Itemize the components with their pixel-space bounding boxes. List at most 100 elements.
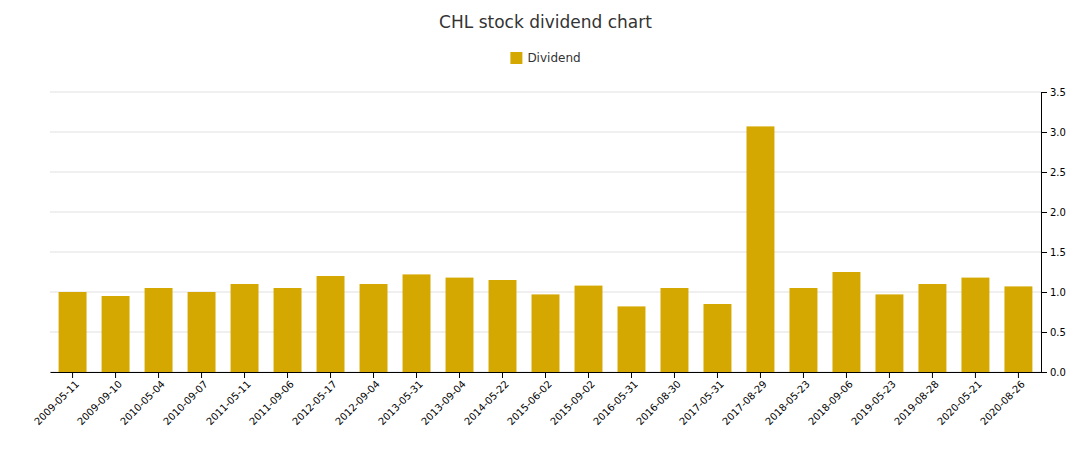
legend-swatch [510,52,522,64]
tick: 2020-08-26 [978,372,1027,427]
tick: 2020-05-21 [935,372,984,427]
tick-mark [373,372,374,378]
tick-mark [846,372,847,378]
tick-mark [1041,372,1047,373]
tick: 2015-09-02 [548,372,597,427]
tick-label: 2013-09-04 [419,378,468,427]
tick: 3.5 [1041,87,1066,98]
tick: 2012-05-17 [290,372,339,427]
bar [317,276,345,372]
tick: 2012-09-04 [333,372,382,427]
tick: 1.5 [1041,247,1066,258]
bar [575,286,603,372]
tick: 2010-05-04 [118,372,167,427]
tick-label: 2010-09-07 [161,378,210,427]
grid-line [50,172,1041,173]
tick: 2009-09-10 [75,372,124,427]
tick-mark [545,372,546,378]
bar [918,284,946,372]
tick: 2.5 [1041,167,1066,178]
tick-label: 2009-09-10 [75,378,124,427]
tick-label: 2011-09-06 [247,378,296,427]
bar [145,288,173,372]
bar [188,292,216,372]
grid-line [50,132,1041,133]
bar [446,278,474,372]
tick: 2.0 [1041,207,1066,218]
tick: 1.0 [1041,287,1066,298]
tick: 0.5 [1041,327,1066,338]
tick: 2016-08-30 [634,372,683,427]
tick-mark [1041,332,1047,333]
tick-mark [244,372,245,378]
x-axis: 2009-05-112009-09-102010-05-042010-09-07… [32,372,1041,427]
tick-mark [803,372,804,378]
tick-mark [932,372,933,378]
marks [59,126,1033,372]
tick: 2016-05-31 [591,372,640,427]
tick-mark [201,372,202,378]
bar [704,304,732,372]
y-axis: 0.0 0.5 1.0 1.5 2.0 2.5 3.0 3.5 [1041,87,1066,378]
bar [875,294,903,372]
tick-mark [1041,252,1047,253]
tick-label: 2016-05-31 [591,378,640,427]
tick-mark [631,372,632,378]
tick: 2017-05-31 [677,372,726,427]
series [59,126,1033,372]
tick-mark [1041,172,1047,173]
tick-mark [158,372,159,378]
tick-mark [1018,372,1019,378]
tick-label: 2.0 [1050,207,1066,218]
bar [231,284,259,372]
bar [1004,286,1032,372]
tick: 2018-09-06 [806,372,855,427]
bar [59,292,87,372]
tick-mark [717,372,718,378]
tick-label: 2015-06-02 [505,378,554,427]
tick: 2013-09-04 [419,372,468,427]
tick-mark [72,372,73,378]
tick-label: 3.5 [1050,87,1066,98]
bar [403,274,431,372]
bar [489,280,517,372]
tick: 2015-06-02 [505,372,554,427]
tick: 2011-05-11 [204,372,253,427]
tick-label: 2012-05-17 [290,378,339,427]
axis-line [1041,93,1042,373]
tick-label: 2020-08-26 [978,378,1027,427]
bar [961,278,989,372]
tick-mark [889,372,890,378]
tick: 2014-05-22 [462,372,511,427]
tick-label: 2020-05-21 [935,378,984,427]
legend: Dividend [510,51,580,65]
tick-label: 2015-09-02 [548,378,597,427]
tick-mark [287,372,288,378]
tick: 0.0 [1041,367,1066,378]
tick-label: 1.5 [1050,247,1066,258]
tick: 3.0 [1041,127,1066,138]
bar [832,272,860,372]
tick: 2009-05-11 [32,372,81,427]
tick-label: 2019-05-23 [849,378,898,427]
tick-label: 0.0 [1050,367,1066,378]
tick: 2013-05-31 [376,372,425,427]
tick-label: 0.5 [1050,327,1066,338]
tick: 2018-05-23 [763,372,812,427]
tick-label: 2019-08-28 [892,378,941,427]
tick-mark [330,372,331,378]
tick-mark [1041,292,1047,293]
bar [618,306,646,372]
tick-label: 2017-08-29 [720,378,769,427]
title: CHL stock dividend chart [439,12,652,32]
bar [274,288,302,372]
tick-mark [674,372,675,378]
bar [532,294,560,372]
grid-line [50,212,1041,213]
tick-mark [975,372,976,378]
tick-mark [1041,132,1047,133]
tick-label: 2009-05-11 [32,378,81,427]
tick-mark [416,372,417,378]
tick-label: 2017-05-31 [677,378,726,427]
tick-mark [760,372,761,378]
